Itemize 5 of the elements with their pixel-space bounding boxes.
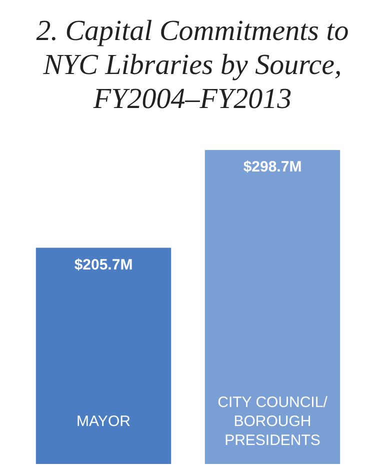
data-label: $298.7M [243, 158, 302, 176]
x-tick-label: MAYOR [76, 413, 131, 430]
data-label: $205.7M [74, 256, 133, 274]
x-tick-label: CITY COUNCIL/ BOROUGH PRESIDENTS [218, 394, 328, 450]
chart-title: 2. Capital Commitments to NYC Libraries by Source, FY2004–FY2013 [35, 14, 350, 117]
